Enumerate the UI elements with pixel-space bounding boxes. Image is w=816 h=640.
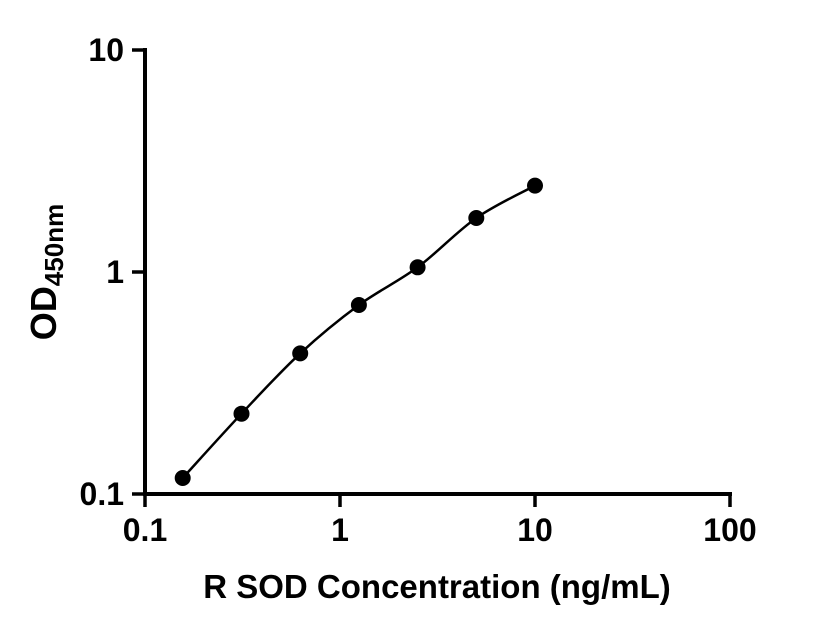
x-axis-title: R SOD Concentration (ng/mL) (203, 568, 670, 605)
y-axis-title: OD450nm (23, 204, 69, 340)
plot-layer: 0.1 1 10 100 0.1 1 10 (80, 32, 757, 548)
y-tick-label: 0.1 (80, 476, 124, 512)
data-point (527, 177, 543, 194)
y-axis-title-main: OD (23, 286, 64, 340)
data-point (468, 210, 485, 226)
data-point (350, 297, 367, 313)
series-curve (181, 184, 536, 479)
data-point (174, 470, 191, 486)
axis-spines (143, 48, 732, 496)
y-tick-label: 1 (106, 254, 124, 290)
data-point (409, 259, 426, 276)
y-axis-title-sub: 450nm (39, 204, 69, 286)
x-tick-label: 10 (517, 512, 553, 548)
x-tick-label: 1 (331, 512, 349, 548)
data-point (292, 345, 309, 362)
x-tick-label: 0.1 (123, 512, 167, 548)
y-tick-label: 10 (88, 32, 124, 68)
svg-text:OD450nm: OD450nm (23, 204, 69, 340)
data-point (233, 405, 250, 422)
x-tick-label: 100 (703, 512, 756, 548)
